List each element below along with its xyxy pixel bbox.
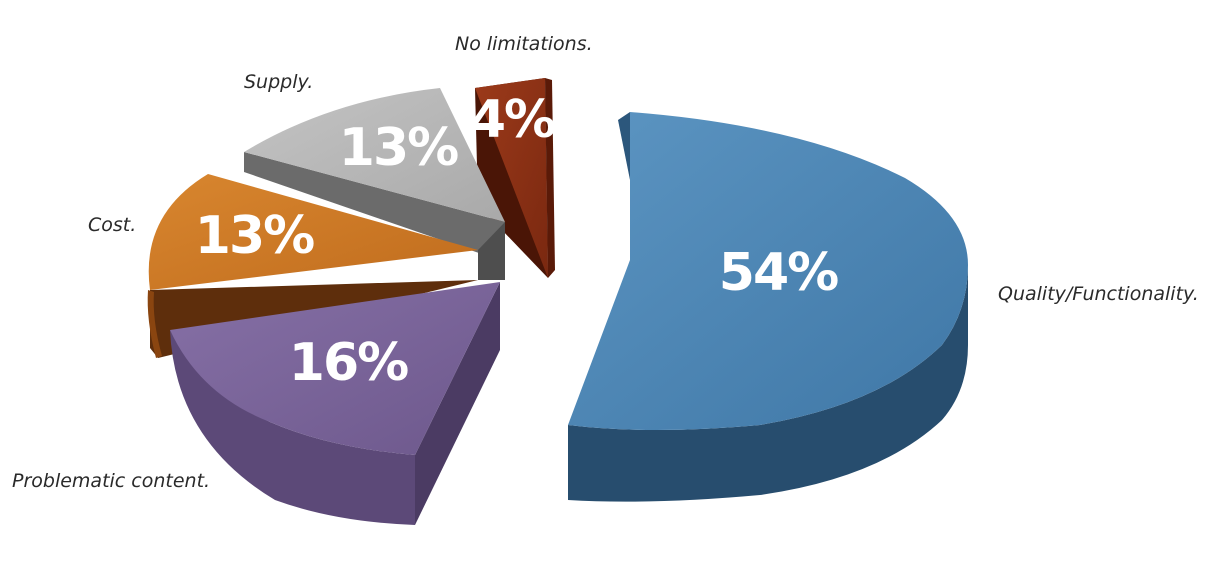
slice-problematic-face (170, 282, 500, 455)
slice-quality-side-cut (618, 112, 630, 180)
category-label-quality-functionality: Quality/Functionality. (998, 283, 1199, 305)
category-label-supply: Supply. (244, 71, 313, 93)
slice-problematic-side-outer (170, 330, 415, 525)
slice-supply-side-inner (478, 222, 505, 280)
slice-problematic-content (170, 282, 500, 525)
category-label-problematic-content: Problematic content. (12, 470, 210, 492)
slice-no-limitations-face (475, 78, 548, 278)
slice-no-limitations-face-edge (545, 78, 555, 278)
category-label-cost: Cost. (88, 214, 136, 236)
slice-quality-functionality (568, 112, 968, 502)
data-label-cost: 13% (195, 206, 314, 266)
data-label-quality-functionality: 54% (719, 243, 838, 303)
slice-quality-side-outer (568, 265, 968, 502)
slice-problematic-side-cut (415, 282, 500, 525)
data-label-no-limitations: 4% (470, 90, 555, 150)
slice-cost-face (148, 174, 478, 290)
slice-cost-rim (147, 290, 162, 358)
slice-supply (244, 88, 505, 280)
slice-no-limitations (475, 78, 555, 278)
slice-supply-face (244, 88, 505, 222)
data-label-problematic-content: 16% (289, 333, 408, 393)
slice-supply-side-outer (244, 152, 505, 262)
category-label-no-limitations: No limitations. (455, 33, 593, 55)
slice-quality-face (568, 112, 968, 430)
data-label-supply: 13% (339, 118, 458, 178)
